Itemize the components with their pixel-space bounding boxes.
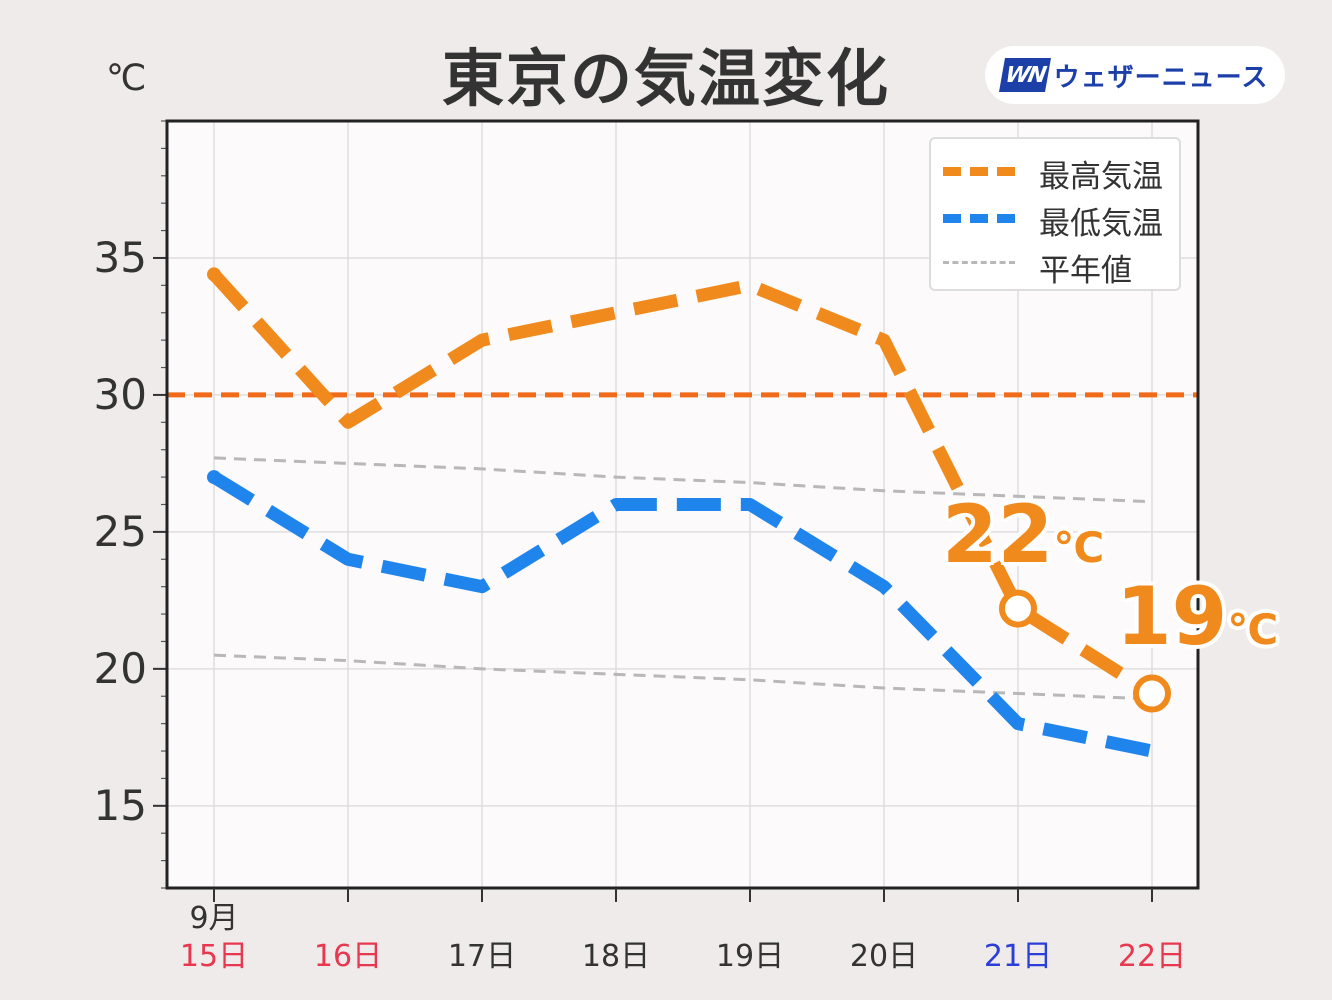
legend-item-max-temp: 最高気温 (931, 149, 1179, 195)
data-point-min-temp (207, 470, 221, 485)
weathernews-logo-text: ウェザーニュース (1053, 62, 1269, 93)
y-tick-label: 20 (94, 644, 147, 693)
highlighted-point (1133, 674, 1171, 713)
data-point-max-temp (207, 267, 221, 282)
y-axis-unit-label: ℃ (106, 58, 147, 99)
legend-item-min-temp: 最低気温 (931, 196, 1179, 242)
chart-legend: 最高気温 最低気温 平年値 (929, 137, 1181, 291)
x-tick-label: 18日 (582, 939, 650, 974)
x-tick-label: 16日 (314, 939, 382, 974)
x-tick-label: 17日 (448, 939, 516, 974)
x-tick-label: 15日 (180, 939, 248, 974)
legend-label-min-temp: 最低気温 (1039, 206, 1163, 242)
y-tick-label: 25 (94, 507, 147, 556)
series-line-max-temp (209, 270, 1156, 700)
weathernews-logo-icon: WN (998, 58, 1051, 92)
legend-item-normal: 平年値 (931, 243, 1179, 289)
x-tick-label: 20日 (850, 939, 918, 974)
callout-21-max-temp: 22℃ (942, 488, 1105, 581)
y-tick-label: 30 (94, 370, 147, 419)
highlighted-point (999, 589, 1037, 628)
legend-swatch-max-temp (943, 167, 1015, 176)
y-tick-label: 15 (94, 781, 147, 830)
callout-22-max-temp: 19℃ (1116, 570, 1279, 663)
x-tick-label: 19日 (716, 939, 784, 974)
x-month-label: 9月 (189, 901, 238, 936)
x-tick-label: 21日 (984, 939, 1052, 974)
y-tick-label: 35 (94, 233, 147, 282)
legend-swatch-normal (943, 261, 1015, 264)
series-line-normal (213, 456, 1153, 504)
legend-swatch-min-temp (943, 214, 1015, 223)
series-line-min-temp (210, 471, 1154, 758)
x-tick-label: 22日 (1118, 939, 1186, 974)
legend-label-normal: 平年値 (1039, 253, 1132, 289)
chart-title: 東京の気温変化 (441, 42, 890, 115)
legend-label-max-temp: 最高気温 (1039, 159, 1163, 195)
plot-frame (165, 119, 1200, 890)
weathernews-logo: WN ウェザーニュース (985, 46, 1285, 104)
